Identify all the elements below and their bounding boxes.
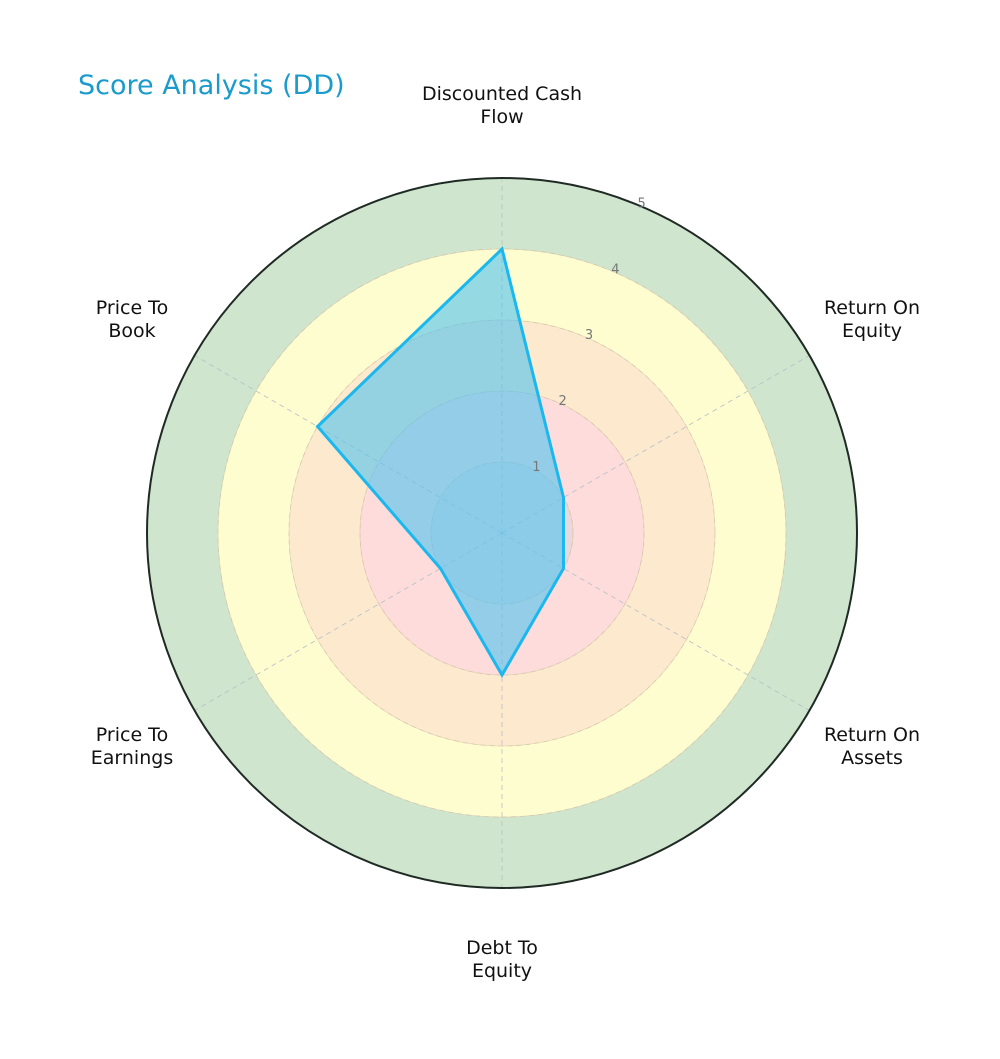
chart-title: Score Analysis (DD)	[78, 70, 345, 101]
axis-label-line: Return On	[823, 724, 921, 746]
r-tick-label: 1	[532, 460, 540, 475]
axis-label-price-to-earnings: Price To Earnings	[32, 724, 232, 770]
axis-label-line: Discounted Cash	[421, 83, 583, 105]
axis-label-line: Equity	[471, 960, 533, 982]
r-tick-label: 3	[585, 328, 593, 343]
axis-label-return-on-assets: Return On Assets	[772, 724, 972, 770]
axis-label-discounted-cash-flow: Discounted Cash Flow	[402, 83, 602, 129]
r-tick-label: 5	[638, 196, 646, 211]
r-tick-label: 2	[559, 394, 567, 409]
data-polygon	[315, 246, 565, 679]
axis-label-line: Debt To	[466, 937, 538, 959]
axis-label-line: Earnings	[90, 747, 174, 769]
axis-label-price-to-book: Price To Book	[32, 297, 232, 343]
axis-label-line: Return On	[823, 297, 921, 319]
axis-label-line: Assets	[841, 747, 903, 769]
grid-ring	[217, 248, 787, 818]
axis-label-line: Price To	[95, 724, 169, 746]
r-tick-label: 4	[611, 262, 619, 277]
axis-label-return-on-equity: Return On Equity	[772, 297, 972, 343]
axis-label-line: Flow	[480, 106, 524, 128]
axis-label-debt-to-equity: Debt To Equity	[402, 937, 602, 983]
axis-label-line: Price To	[95, 297, 169, 319]
axis-label-line: Equity	[841, 320, 903, 342]
axis-label-line: Book	[108, 320, 156, 342]
outer-border	[146, 177, 858, 889]
